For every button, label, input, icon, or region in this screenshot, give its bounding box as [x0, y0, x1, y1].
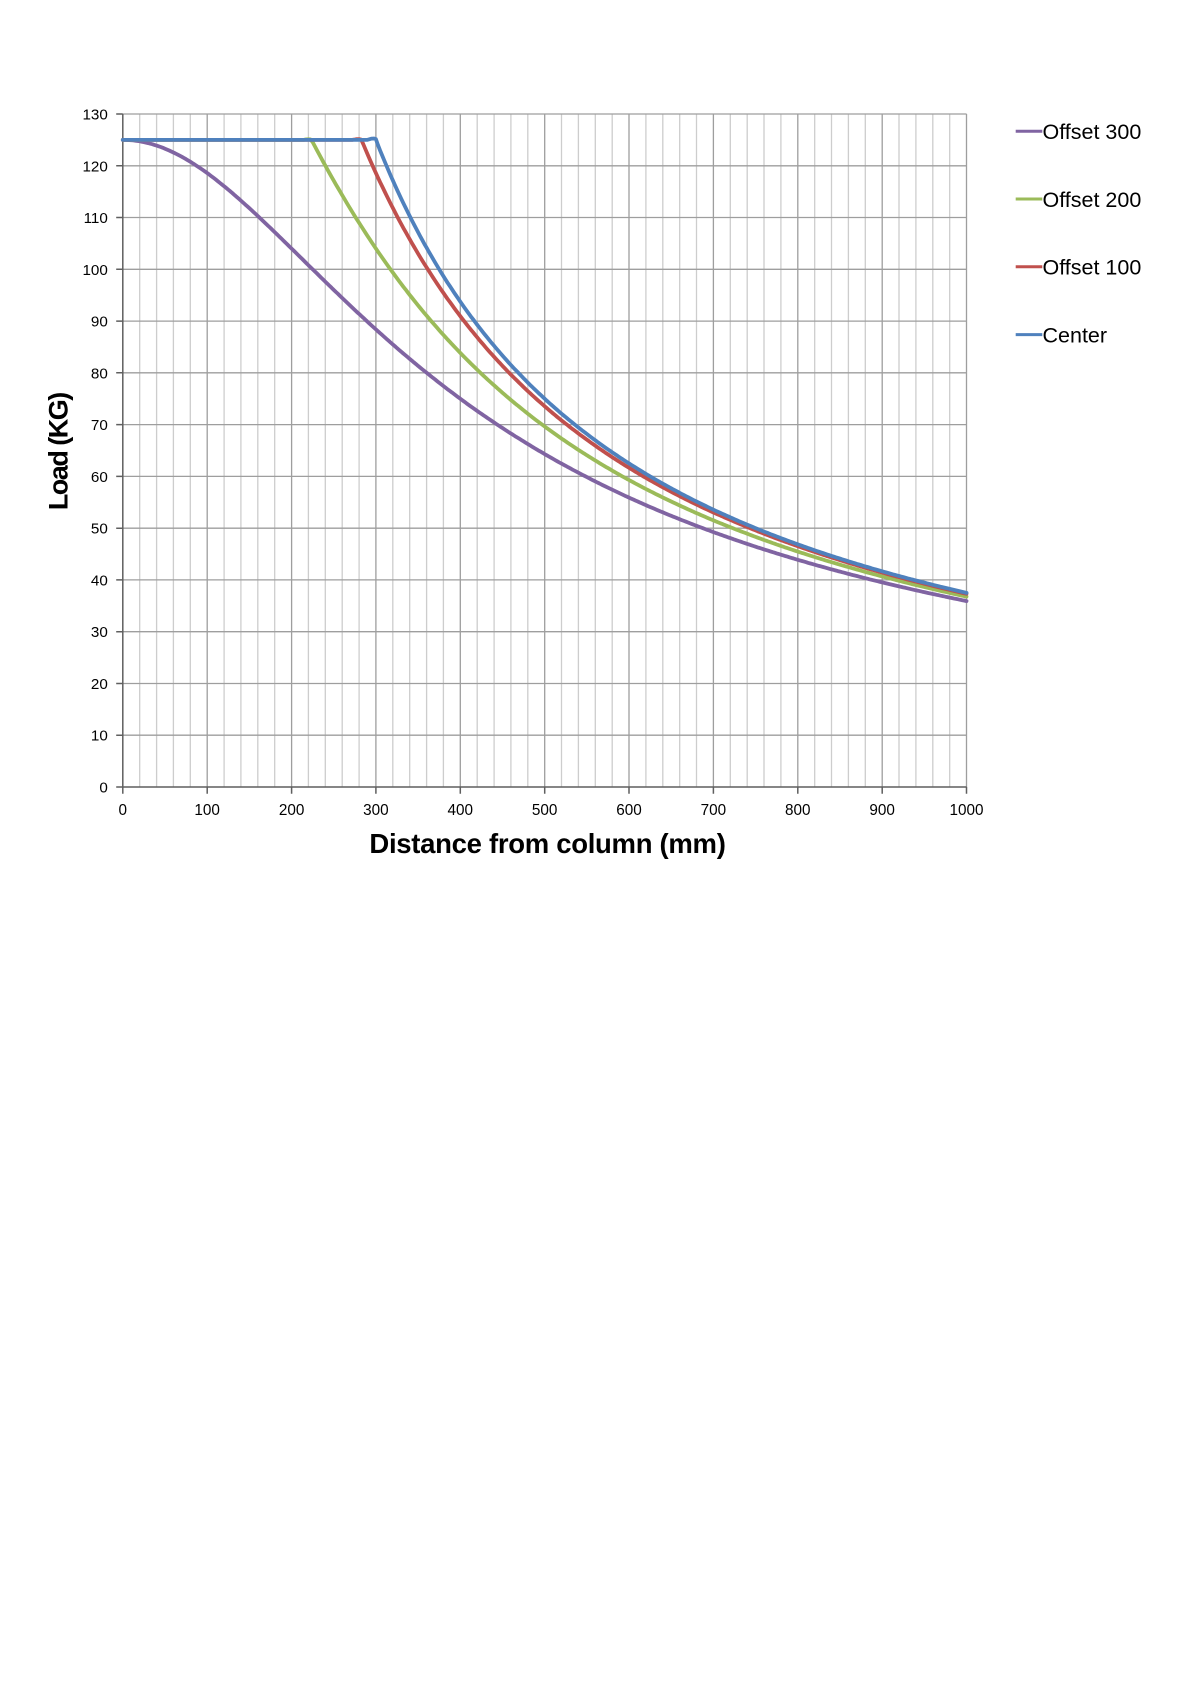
svg-text:0: 0: [99, 780, 107, 797]
svg-text:20: 20: [91, 676, 108, 693]
svg-text:60: 60: [91, 469, 108, 486]
svg-text:0: 0: [119, 802, 128, 819]
svg-text:Offset 100: Offset 100: [1043, 256, 1142, 280]
svg-text:130: 130: [82, 107, 107, 124]
svg-text:Load (KG): Load (KG): [44, 393, 74, 510]
svg-text:100: 100: [82, 262, 107, 279]
svg-text:Distance from column (mm): Distance from column (mm): [369, 828, 725, 859]
svg-text:200: 200: [279, 802, 305, 819]
svg-text:50: 50: [91, 521, 108, 538]
svg-text:100: 100: [194, 802, 220, 819]
svg-text:500: 500: [532, 802, 558, 819]
svg-text:Center: Center: [1043, 324, 1108, 348]
svg-text:10: 10: [91, 728, 108, 745]
svg-text:800: 800: [785, 802, 811, 819]
svg-text:120: 120: [82, 158, 107, 175]
svg-text:Offset 200: Offset 200: [1043, 188, 1142, 212]
svg-text:90: 90: [91, 314, 108, 331]
svg-text:1000: 1000: [949, 802, 983, 819]
svg-text:Offset 300: Offset 300: [1043, 120, 1142, 144]
svg-text:70: 70: [91, 417, 108, 434]
svg-text:600: 600: [616, 802, 642, 819]
svg-text:700: 700: [701, 802, 727, 819]
svg-text:80: 80: [91, 365, 108, 382]
svg-text:900: 900: [869, 802, 895, 819]
svg-text:30: 30: [91, 624, 108, 641]
svg-text:110: 110: [84, 210, 108, 227]
svg-text:400: 400: [448, 802, 474, 819]
svg-text:300: 300: [363, 802, 389, 819]
svg-text:40: 40: [91, 572, 108, 589]
